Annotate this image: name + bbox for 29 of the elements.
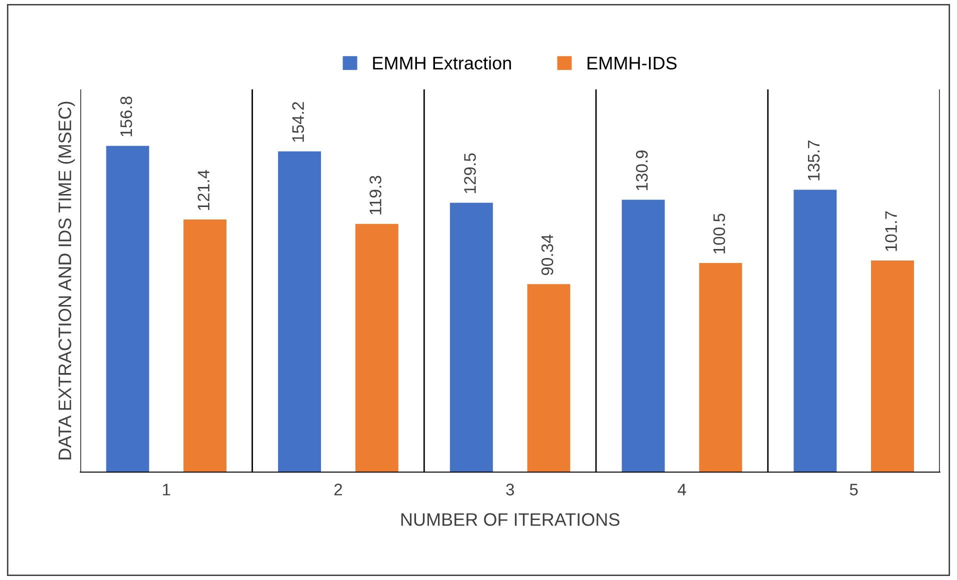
- x-tick-label: 5: [850, 484, 858, 496]
- legend-label: EMMH-IDS: [588, 56, 677, 70]
- bar: [184, 220, 226, 472]
- data-label: 119.3: [370, 176, 382, 214]
- data-label: 130.9: [636, 150, 648, 190]
- bar: [622, 200, 665, 472]
- x-tick-label: 3: [506, 484, 514, 496]
- x-tick-label: 2: [334, 484, 342, 496]
- bar: [699, 263, 742, 472]
- data-label: 90.34: [541, 234, 554, 276]
- bar: [106, 146, 150, 472]
- bar: [355, 224, 398, 472]
- data-label: 135.7: [808, 140, 820, 180]
- data-label: 156.8: [120, 96, 132, 136]
- data-label: 100.5: [713, 214, 726, 254]
- bar: [278, 151, 322, 472]
- data-label: 101.7: [885, 211, 897, 251]
- legend-label: EMMH Extraction: [373, 56, 511, 70]
- data-label: 154.2: [292, 102, 304, 142]
- bar: [794, 190, 837, 472]
- x-tick-label: 4: [678, 484, 686, 496]
- x-tick-label: 1: [162, 484, 170, 496]
- bar: [527, 284, 570, 472]
- bar: [450, 202, 493, 472]
- x-axis-title: NUMBER OF ITERATIONS: [401, 513, 620, 526]
- y-axis-title: DATA EXTRACTION AND IDS TIME (MSEC): [58, 102, 75, 460]
- data-label: 121.4: [198, 170, 210, 210]
- data-label: 129.5: [464, 153, 476, 194]
- bar: [871, 260, 914, 472]
